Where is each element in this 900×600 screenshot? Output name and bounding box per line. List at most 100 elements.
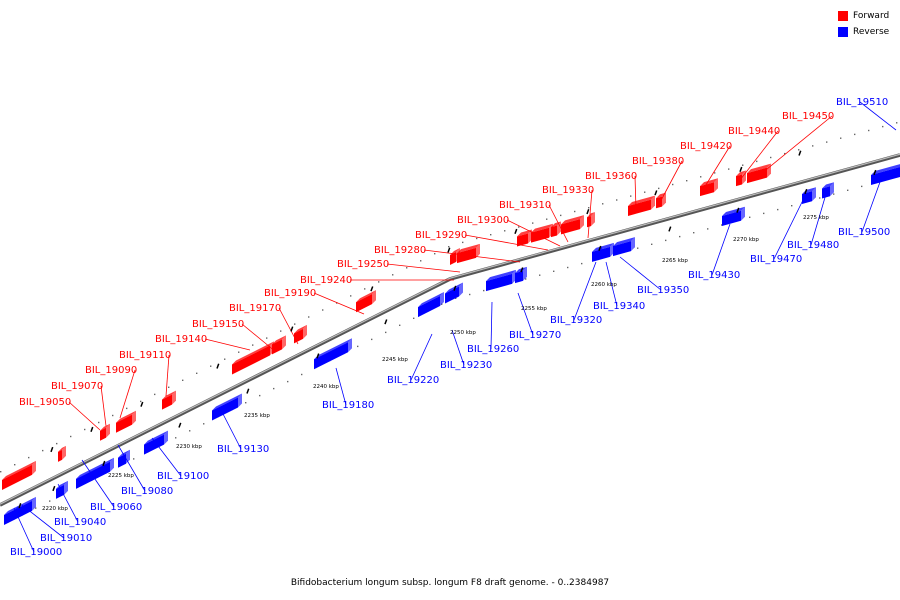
forward-gene-label: BIL_19140 (155, 334, 207, 345)
forward-gene-label: BIL_19300 (457, 215, 509, 226)
box-side (164, 430, 168, 445)
scale-labels: 2220 kbp 2225 kbp 2230 kbp 2235 kbp 2240 kbp… (42, 215, 829, 512)
forward-gene-label: BIL_19110 (119, 350, 171, 361)
strand-dot (707, 228, 709, 230)
box-top (212, 393, 242, 411)
legend-forward: Forward (838, 8, 889, 24)
reverse-gene-box (445, 282, 463, 304)
box-side (372, 290, 376, 305)
scale-label: 2275 kbp (803, 215, 829, 221)
forward-gene-box (656, 192, 666, 209)
gene-tick (520, 267, 524, 273)
gene-tick (316, 353, 320, 359)
forward-gene-label: BIL_19360 (585, 171, 637, 182)
strand-dot (49, 500, 51, 502)
leader-line (773, 197, 805, 260)
box-top (56, 480, 68, 489)
forward-gene-box (700, 178, 718, 197)
reverse-gene-label: BIL_19270 (509, 330, 561, 341)
box-side (651, 195, 655, 210)
reverse-gene-label: BIL_19350 (637, 285, 689, 296)
strand-dot (679, 235, 681, 238)
box-front (802, 191, 812, 204)
strand-dot (812, 145, 814, 147)
leader-line (68, 401, 101, 431)
leader-line (451, 329, 465, 366)
box-side (132, 410, 136, 425)
strand-dot (700, 176, 702, 178)
box-front (232, 345, 270, 375)
gene-tick (514, 228, 518, 235)
gene-boxes (2, 150, 900, 525)
reverse-gene-label: BIL_19220 (387, 375, 439, 386)
box-side (172, 390, 176, 405)
strand-dot (693, 232, 695, 234)
strand-dot (742, 164, 744, 166)
box-front (356, 294, 372, 313)
box-top (561, 215, 584, 225)
gene-tick (598, 245, 602, 251)
gene-tick (178, 422, 182, 428)
legend-forward-label: Forward (853, 11, 890, 21)
backbone-line (0, 153, 900, 507)
strand-dot (770, 156, 772, 159)
gene-tick (453, 285, 457, 291)
strand-dot (630, 195, 632, 197)
box-top (450, 247, 460, 256)
strand-dot (413, 317, 415, 319)
forward-gene-box (628, 195, 655, 216)
reverse-gene-box (613, 237, 635, 257)
strand-dot (112, 414, 114, 417)
strand-dot (266, 337, 268, 339)
scale-label: 2260 kbp (591, 282, 617, 288)
strand-dot (357, 345, 359, 348)
leader-line (573, 261, 597, 321)
box-front (700, 182, 714, 197)
strand-dot (819, 197, 821, 199)
forward-gene-box (116, 410, 136, 433)
strand-dot (273, 387, 275, 390)
strand-dot (14, 464, 16, 466)
reverse-gene-box (56, 480, 68, 499)
strand-dot (567, 266, 569, 269)
box-side (523, 266, 527, 281)
reverse-gene-label: BIL_19080 (121, 486, 173, 497)
strand-dot (70, 435, 72, 438)
forward-gene-label: BIL_19310 (499, 200, 551, 211)
reverse-gene-label: BIL_19230 (440, 360, 492, 371)
strand-dot (749, 216, 751, 218)
leader-line (165, 354, 170, 397)
box-side (714, 178, 718, 193)
leader-line (587, 189, 593, 239)
forward-gene-label: BIL_19280 (374, 245, 426, 256)
forward-gene-box (561, 215, 584, 235)
forward-gene-box (517, 229, 532, 247)
strand-dot (658, 187, 660, 190)
gene-tick (586, 208, 590, 215)
gene-tick (739, 166, 743, 173)
box-side (32, 496, 36, 511)
box-front (144, 434, 164, 455)
forward-gene-box (162, 390, 176, 410)
box-side (812, 187, 816, 202)
reverse-gene-label: BIL_19470 (750, 254, 802, 265)
box-front (314, 342, 348, 370)
leader-line (81, 459, 115, 508)
strand-dot (203, 423, 205, 425)
scale-label: 2240 kbp (313, 384, 339, 390)
box-front (531, 227, 549, 243)
strand-dot (392, 274, 394, 276)
box-top (118, 449, 130, 458)
box-top (58, 445, 66, 452)
strand-dot (791, 205, 793, 207)
scale-label: 2230 kbp (176, 444, 202, 450)
strand-dot (287, 380, 289, 383)
reverse-gene-box (118, 449, 130, 468)
box-side (64, 480, 68, 495)
strand-dot (686, 180, 688, 182)
box-top (294, 324, 307, 334)
box-side (106, 423, 110, 438)
box-side (126, 449, 130, 464)
strand-dot (462, 241, 464, 244)
box-side (662, 192, 666, 207)
